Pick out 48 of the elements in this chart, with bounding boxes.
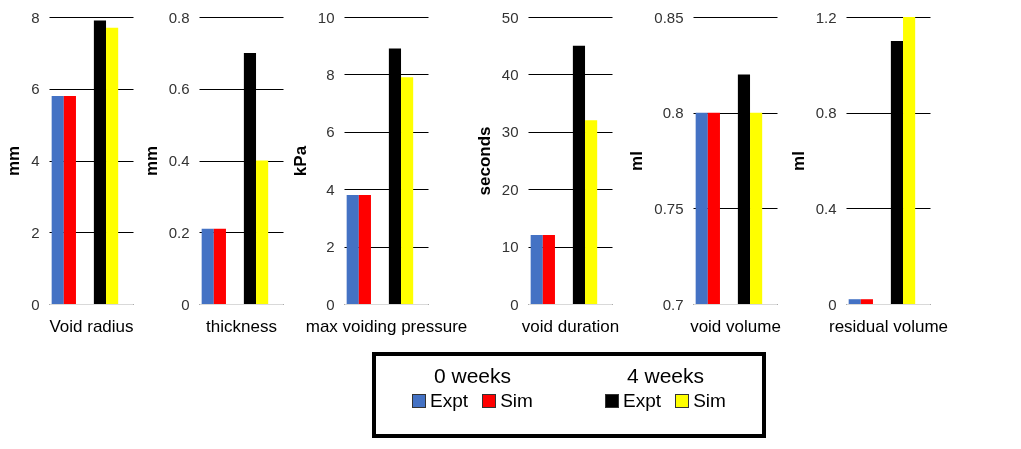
y-tick-label: 0.75	[654, 199, 684, 217]
y-tick-label: 0.8	[815, 104, 837, 122]
y-axis-title: seconds	[474, 126, 494, 196]
y-tick-label: 6	[31, 80, 40, 98]
y-axis-title: ml	[788, 151, 808, 171]
y-tick-label: 0.2	[168, 223, 190, 241]
y-tick-label: 40	[501, 65, 519, 83]
y-tick-label: 10	[317, 8, 335, 26]
y-tick-label: 0.6	[168, 80, 190, 98]
y-tick-label: 0	[326, 295, 335, 313]
legend-label: Sim	[500, 390, 533, 412]
y-tick-label: 0.8	[168, 8, 190, 26]
x-axis-title: void volume	[690, 316, 781, 336]
y-tick-label: 20	[501, 180, 519, 198]
x-axis-title: max voiding pressure	[305, 316, 468, 336]
y-tick-label: 0	[510, 295, 519, 313]
y-axis-title: mm	[4, 145, 24, 177]
y-tick-label: 0.4	[815, 199, 837, 217]
y-tick-label: 8	[31, 8, 40, 26]
y-axis-title: kPa	[290, 145, 310, 177]
y-tick-label: 0	[181, 295, 190, 313]
y-tick-label: 0	[31, 295, 40, 313]
y-tick-label: 2	[31, 223, 40, 241]
y-tick-label: 4	[31, 152, 40, 169]
x-axis-title: thickness	[206, 316, 277, 336]
x-axis-title: residual volume	[828, 316, 949, 336]
y-tick-label: 0.8	[662, 104, 684, 122]
y-tick-label: 0.85	[654, 8, 684, 26]
legend-label: Sim	[693, 390, 726, 412]
text: 4 weeks	[626, 364, 705, 388]
y-axis-title: ml	[627, 151, 647, 171]
y-tick-label: 1.2	[815, 8, 837, 26]
y-tick-label: 10	[501, 238, 519, 256]
y-tick-label: 4	[326, 180, 335, 198]
y-tick-label: 2	[326, 238, 335, 256]
y-axis-title: mm	[141, 145, 161, 177]
y-tick-label: 0.7	[662, 295, 684, 313]
x-axis-title: void duration	[521, 316, 620, 336]
text: 0 weeks	[433, 364, 512, 388]
legend-label: Expt	[430, 390, 469, 412]
legend-label: Expt	[623, 390, 662, 412]
y-tick-label: 50	[501, 8, 519, 26]
y-tick-label: 30	[501, 123, 519, 141]
x-axis-title: Void radius	[49, 316, 134, 336]
y-tick-label: 8	[326, 65, 335, 83]
y-tick-label: 0	[828, 295, 837, 313]
y-tick-label: 6	[326, 123, 335, 141]
y-tick-label: 0.4	[168, 152, 190, 169]
